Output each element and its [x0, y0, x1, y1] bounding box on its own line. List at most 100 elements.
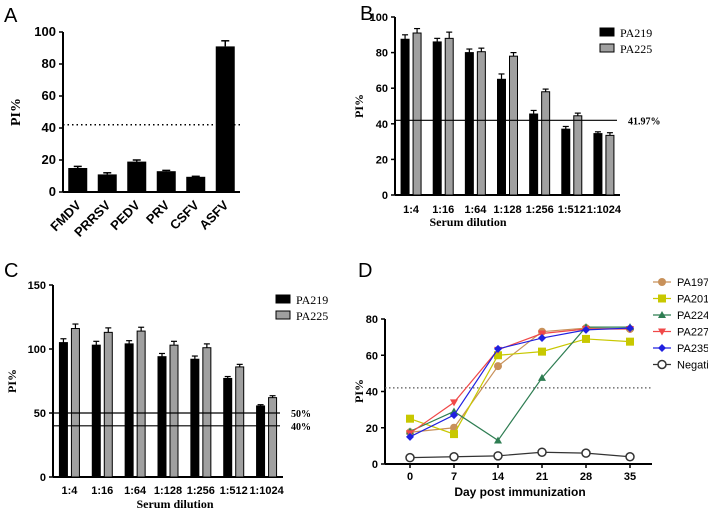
legend-label: PA235: [677, 343, 708, 355]
legend-label: Negative: [677, 360, 708, 372]
bar-pa219: [157, 356, 167, 478]
legend-swatch: [599, 27, 615, 37]
marker-triangle-down: [450, 399, 458, 407]
y-tick-label: 40: [42, 120, 56, 135]
y-axis-label: PI%: [352, 379, 366, 403]
x-tick-label: 1:4: [61, 485, 78, 497]
marker-triangle-up: [658, 311, 666, 318]
x-tick-label: PEDV: [107, 197, 143, 233]
bar-pa219: [256, 405, 266, 478]
marker-triangle-up: [494, 436, 502, 444]
x-axis-label: Serum dilution: [429, 215, 506, 229]
x-tick-label: 1:64: [464, 204, 487, 216]
bar-pa219: [124, 343, 134, 478]
bar-pa219: [58, 342, 68, 478]
marker-open-circle: [537, 447, 547, 457]
bar-pa225: [103, 331, 113, 478]
bar-pa225: [605, 134, 615, 196]
y-tick-label: 20: [42, 152, 56, 167]
bar-pa225: [573, 115, 583, 196]
y-tick-label: 40: [376, 119, 388, 131]
marker-diamond: [658, 344, 666, 352]
y-tick-label: 80: [366, 314, 378, 326]
legend-swatch: [599, 43, 615, 53]
x-axis-label: Serum dilution: [136, 497, 213, 511]
y-tick-label: 40: [366, 387, 378, 399]
marker-square: [538, 347, 546, 356]
bar-pa225: [541, 91, 551, 196]
x-tick-label: ASFV: [196, 197, 231, 232]
bar-pa219: [190, 358, 200, 478]
bar-pa219: [593, 133, 603, 196]
bar-pa219: [432, 41, 442, 196]
y-axis-label: PI%: [352, 94, 366, 118]
bar-pa225: [202, 347, 212, 478]
legend-label: PA227: [677, 327, 708, 339]
marker-square: [494, 351, 502, 360]
marker-open-circle: [657, 359, 667, 370]
series-line: [409, 451, 631, 459]
bar-asfv: [215, 46, 235, 193]
marker-diamond: [582, 325, 590, 334]
y-tick-label: 100: [28, 344, 46, 356]
x-tick-label: CSFV: [167, 197, 202, 232]
x-tick-label: 1:1024: [587, 204, 622, 216]
y-tick-label: 100: [370, 12, 388, 24]
legend-swatch: [275, 310, 291, 320]
bar-pa219: [400, 38, 410, 196]
x-tick-label: 35: [624, 471, 636, 483]
threshold-label: 40%: [291, 422, 311, 433]
x-tick-label: 1:512: [220, 485, 248, 497]
y-tick-label: 150: [28, 280, 46, 292]
series-negative: [405, 447, 635, 463]
x-tick-label: 1:4: [403, 204, 420, 216]
bar-pa219: [223, 377, 233, 478]
x-tick-label: 28: [580, 471, 592, 483]
threshold-label: 41.97%: [628, 116, 661, 127]
marker-diamond: [538, 334, 546, 343]
x-axis-label: Day post immunization: [454, 485, 585, 499]
y-tick-label: 0: [40, 472, 46, 484]
bar-pa225: [235, 366, 245, 478]
bar-pa219: [464, 52, 474, 196]
marker-diamond: [406, 432, 414, 441]
panel-label: D: [358, 260, 372, 282]
bar-pa225: [444, 37, 454, 196]
x-tick-label: 1:16: [432, 204, 454, 216]
panel-d: D 0 20 40 60 80 PI% Day post immunization 0 7 14 21…: [352, 260, 708, 499]
marker-triangle-down: [658, 328, 666, 336]
y-tick-label: 100: [34, 24, 56, 39]
y-axis-label: PI%: [5, 369, 19, 393]
legend-label: PA225: [296, 309, 328, 323]
legend-label: PA224: [677, 310, 708, 322]
x-tick-label: 0: [407, 471, 413, 483]
x-tick-label: 7: [451, 471, 457, 483]
x-tick-label: 1:512: [558, 204, 586, 216]
marker-open-circle: [493, 451, 503, 461]
marker-triangle-down: [538, 330, 546, 338]
y-tick-label: 0: [382, 190, 388, 202]
x-tick-label: 1:1024: [249, 485, 284, 497]
series-pa227: [406, 325, 634, 438]
bar-pa225: [476, 51, 486, 196]
bar-pa219: [561, 128, 571, 196]
x-tick-label: 1:64: [124, 485, 147, 497]
bar-prv: [156, 171, 176, 192]
y-tick-label: 0: [49, 184, 56, 199]
bar-pedv: [127, 161, 147, 192]
bar-pa219: [529, 113, 539, 196]
bar-csfv: [186, 176, 206, 192]
marker-diamond: [494, 344, 502, 353]
series-line: [409, 326, 630, 442]
legend-label: PA201: [677, 294, 708, 306]
marker-square: [450, 430, 458, 439]
marker-square: [582, 334, 590, 343]
bar-pa225: [169, 344, 179, 478]
marker-diamond: [450, 411, 458, 420]
y-tick-label: 80: [376, 48, 388, 60]
series-pa235: [406, 324, 634, 441]
x-tick-label: 1:128: [493, 204, 521, 216]
